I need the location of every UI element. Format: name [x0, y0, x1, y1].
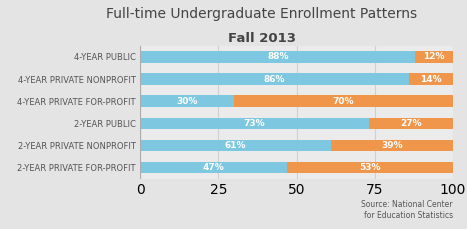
Text: 86%: 86%	[264, 74, 285, 84]
Bar	[140, 162, 287, 173]
Bar	[140, 51, 416, 63]
Text: Fall 2013: Fall 2013	[227, 32, 296, 45]
Text: 70%: 70%	[333, 97, 354, 106]
Bar	[140, 73, 409, 85]
Bar	[140, 140, 331, 151]
Bar	[287, 162, 453, 173]
Bar	[368, 117, 453, 129]
Text: Source: National Center
for Education Statistics: Source: National Center for Education St…	[361, 200, 453, 220]
Text: Full-time Undergraduate Enrollment Patterns: Full-time Undergraduate Enrollment Patte…	[106, 7, 417, 21]
Text: 88%: 88%	[267, 52, 289, 61]
Text: 73%: 73%	[243, 119, 265, 128]
Text: 30%: 30%	[177, 97, 198, 106]
Text: 14%: 14%	[420, 74, 442, 84]
Text: 53%: 53%	[359, 163, 381, 172]
Text: 39%: 39%	[381, 141, 403, 150]
Bar	[234, 95, 453, 107]
Bar	[140, 117, 368, 129]
Text: 12%: 12%	[424, 52, 445, 61]
Text: 61%: 61%	[225, 141, 246, 150]
Bar	[331, 140, 453, 151]
Text: 47%: 47%	[203, 163, 225, 172]
Bar	[409, 73, 453, 85]
Text: 27%: 27%	[400, 119, 422, 128]
Bar	[416, 51, 453, 63]
Bar	[140, 95, 234, 107]
